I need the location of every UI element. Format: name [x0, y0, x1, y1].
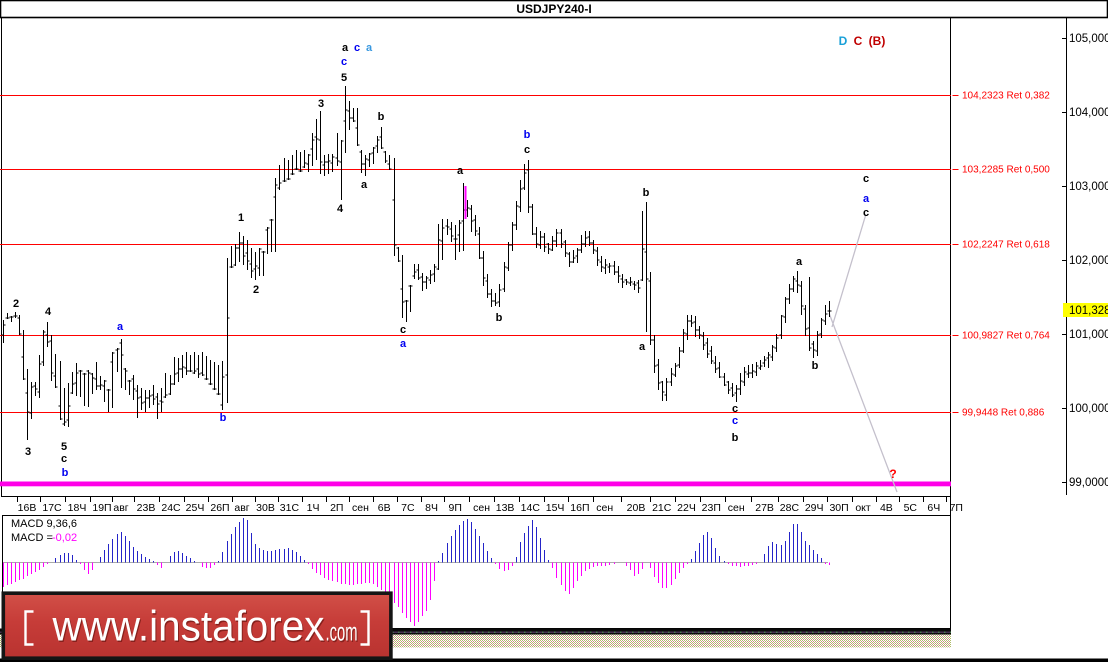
- svg-text:c: c: [61, 453, 67, 465]
- svg-text:15Ч: 15Ч: [546, 502, 565, 514]
- svg-text:www.instaforex: www.instaforex: [53, 604, 326, 652]
- svg-text:21С: 21С: [652, 502, 672, 514]
- svg-text:(B): (B): [869, 34, 886, 48]
- svg-text:104,000: 104,000: [1069, 107, 1108, 119]
- svg-text:a: a: [342, 42, 349, 54]
- svg-text:17С: 17С: [42, 502, 62, 514]
- svg-text:19П: 19П: [92, 502, 111, 514]
- svg-text:a: a: [366, 42, 373, 54]
- svg-text:30В: 30В: [256, 502, 275, 514]
- svg-text:USDJPY240-I: USDJPY240-I: [516, 2, 591, 16]
- svg-text:29Ч: 29Ч: [805, 502, 824, 514]
- svg-text:14С: 14С: [521, 502, 541, 514]
- svg-text:1Ч: 1Ч: [307, 502, 320, 514]
- svg-text:3: 3: [318, 98, 324, 110]
- svg-text:103,2285 Ret 0,500: 103,2285 Ret 0,500: [962, 165, 1050, 176]
- svg-text:103,000: 103,000: [1069, 181, 1108, 193]
- svg-text:авг: авг: [234, 502, 249, 514]
- svg-text:2П: 2П: [330, 502, 343, 514]
- svg-text:100,000: 100,000: [1069, 403, 1108, 415]
- svg-text:27В: 27В: [755, 502, 774, 514]
- svg-text:4В: 4В: [880, 502, 893, 514]
- svg-text:сен: сен: [728, 502, 745, 514]
- svg-text:c: c: [863, 207, 869, 219]
- svg-text:30П: 30П: [829, 502, 848, 514]
- svg-text:c: c: [863, 173, 869, 185]
- svg-text:31С: 31С: [280, 502, 300, 514]
- svg-text:100,9827 Ret 0,764: 100,9827 Ret 0,764: [962, 331, 1050, 342]
- svg-text:1: 1: [238, 212, 244, 224]
- svg-text:сен: сен: [473, 502, 490, 514]
- svg-text:MACD 9,36,6: MACD 9,36,6: [11, 518, 77, 530]
- svg-text:104,2323 Ret 0,382: 104,2323 Ret 0,382: [962, 91, 1050, 102]
- svg-text:99,0000: 99,0000: [1069, 477, 1108, 489]
- svg-text:25Ч: 25Ч: [186, 502, 205, 514]
- svg-text:b: b: [220, 412, 227, 424]
- svg-text:b: b: [378, 111, 385, 123]
- svg-text:сен: сен: [596, 502, 613, 514]
- svg-text:16В: 16В: [18, 502, 37, 514]
- svg-text:23П: 23П: [702, 502, 721, 514]
- svg-text:6В: 6В: [378, 502, 391, 514]
- svg-text:c: c: [524, 144, 530, 156]
- svg-text:7С: 7С: [401, 502, 415, 514]
- svg-text:99,9448 Ret 0,886: 99,9448 Ret 0,886: [962, 408, 1045, 419]
- svg-text:7П: 7П: [950, 502, 963, 514]
- svg-text:-0,02: -0,02: [52, 532, 77, 544]
- svg-text:23В: 23В: [137, 502, 156, 514]
- svg-text:c: c: [354, 42, 360, 54]
- svg-text:18Ч: 18Ч: [68, 502, 87, 514]
- svg-text:.com: .com: [327, 618, 359, 648]
- svg-text:a: a: [117, 321, 124, 333]
- svg-text:a: a: [639, 341, 646, 353]
- svg-text:b: b: [524, 129, 531, 141]
- svg-text:3: 3: [25, 446, 31, 458]
- svg-text:D: D: [839, 34, 848, 48]
- svg-text:c: c: [732, 403, 738, 415]
- svg-text:c: c: [400, 324, 406, 336]
- svg-text:2: 2: [13, 298, 19, 310]
- svg-text:b: b: [496, 312, 503, 324]
- svg-text:8Ч: 8Ч: [425, 502, 438, 514]
- svg-text:102,000: 102,000: [1069, 255, 1108, 267]
- svg-text:105,000: 105,000: [1069, 33, 1108, 45]
- svg-text:5С: 5С: [904, 502, 918, 514]
- svg-text:c: c: [732, 415, 738, 427]
- svg-text:102,2247 Ret 0,618: 102,2247 Ret 0,618: [962, 240, 1050, 251]
- svg-text:c: c: [341, 56, 347, 68]
- svg-text:2: 2: [253, 284, 259, 296]
- svg-text:9П: 9П: [449, 502, 462, 514]
- svg-text:.com: .com: [326, 617, 358, 647]
- svg-text:4: 4: [337, 203, 344, 215]
- svg-text:a: a: [796, 256, 803, 268]
- svg-text:b: b: [643, 187, 650, 199]
- svg-text:www.instaforex: www.instaforex: [52, 603, 325, 651]
- svg-text:13В: 13В: [496, 502, 515, 514]
- svg-text:a: a: [400, 338, 407, 350]
- svg-text:b: b: [62, 467, 69, 479]
- svg-text:28С: 28С: [780, 502, 800, 514]
- svg-text:5: 5: [61, 441, 67, 453]
- svg-text:?: ?: [889, 467, 896, 481]
- svg-text:a: a: [863, 193, 870, 205]
- svg-text:b: b: [732, 432, 739, 444]
- svg-text:авг: авг: [113, 502, 128, 514]
- svg-text:101,000: 101,000: [1069, 329, 1108, 341]
- svg-text:a: a: [361, 179, 368, 191]
- svg-text:22Ч: 22Ч: [677, 502, 696, 514]
- svg-text:4: 4: [45, 306, 52, 318]
- svg-text:5: 5: [341, 72, 347, 84]
- svg-text:окт: окт: [855, 502, 871, 514]
- svg-text:6Ч: 6Ч: [927, 502, 940, 514]
- svg-text:20В: 20В: [627, 502, 646, 514]
- svg-text:C: C: [854, 34, 863, 48]
- svg-text:101,328: 101,328: [1069, 305, 1108, 317]
- svg-text:сен: сен: [352, 502, 369, 514]
- svg-text:b: b: [812, 360, 819, 372]
- svg-text:16П: 16П: [570, 502, 589, 514]
- svg-text:26П: 26П: [210, 502, 229, 514]
- svg-text:a: a: [457, 165, 464, 177]
- svg-text:24С: 24С: [161, 502, 181, 514]
- svg-text:MACD =: MACD =: [11, 532, 53, 544]
